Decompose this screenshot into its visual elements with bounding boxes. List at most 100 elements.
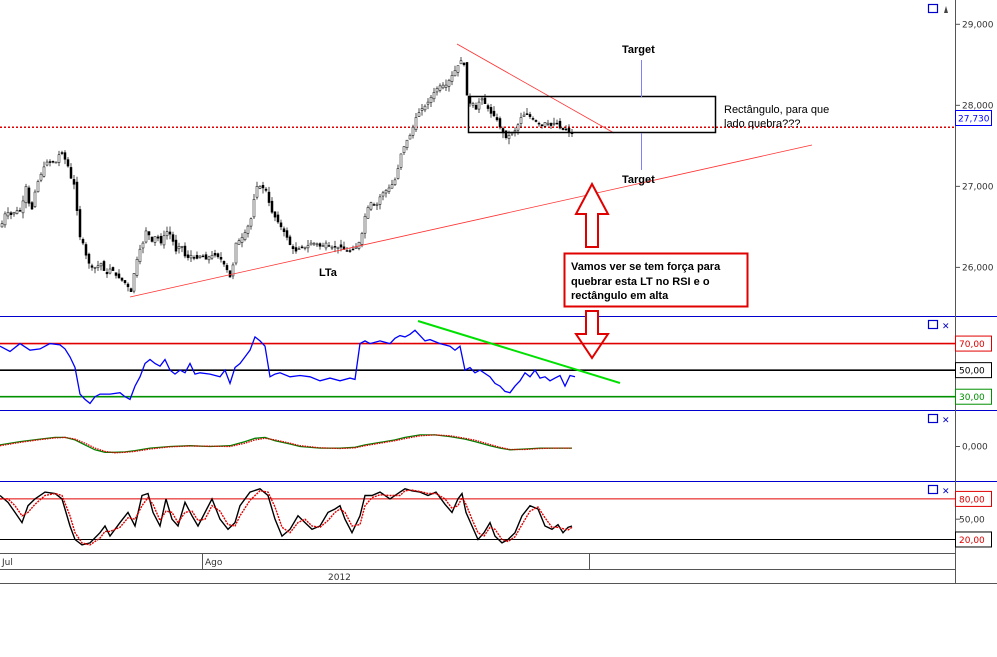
candle-body [306, 245, 310, 249]
stochastic-level-tag [955, 490, 992, 507]
candle-body [180, 246, 184, 248]
candle-body [546, 122, 550, 125]
up-arrow [574, 181, 610, 248]
candle-body [279, 222, 283, 228]
price-tick-label: 28,000 [962, 101, 994, 111]
maximize-icon[interactable] [927, 319, 939, 330]
candle-body [291, 246, 295, 249]
oscillator-series-green [0, 434, 572, 453]
candle-body [333, 246, 337, 248]
candle-body [243, 232, 247, 240]
candle-body [462, 62, 466, 66]
candle-body [540, 124, 544, 126]
candle-body [246, 225, 250, 234]
candle-body [186, 254, 190, 258]
target-bottom-label: Target [622, 174, 655, 186]
note-line1: Vamos ver se tem força para [571, 261, 721, 273]
candle-body [93, 267, 97, 269]
candle-body [336, 246, 340, 249]
candle-body [210, 254, 214, 259]
candle-body [288, 236, 292, 245]
candle-body [456, 65, 460, 73]
candle-body [450, 75, 454, 82]
candle-body [321, 245, 325, 247]
candle-body [63, 152, 67, 160]
candle-body [231, 264, 235, 277]
close-icon[interactable]: ✕ [942, 487, 950, 497]
close-icon[interactable]: ✕ [942, 322, 950, 332]
candle-body [87, 253, 91, 264]
candle-body [120, 277, 124, 281]
down-arrow [574, 310, 610, 360]
candle-body [339, 244, 343, 248]
candle-body [402, 146, 406, 153]
rsi-panel: 70,00 50,00 30,00 ✕ [0, 319, 992, 405]
maximize-icon[interactable] [927, 484, 939, 495]
x-year-label: 2012 [328, 573, 351, 583]
rsi-levels [0, 342, 955, 398]
rsi-level-tag [955, 362, 992, 379]
candle-body [327, 245, 331, 247]
candle-body [258, 186, 262, 189]
close-icon[interactable]: ✕ [942, 416, 950, 426]
candle-body [354, 246, 358, 249]
candle-body [528, 114, 532, 117]
candle-body [108, 268, 112, 274]
candle-body [150, 236, 154, 242]
x-label-jul: Jul [1, 558, 13, 568]
candle-body [372, 204, 376, 206]
candle-body [3, 213, 7, 226]
candle-body [204, 254, 208, 260]
candle-body [567, 127, 571, 133]
candle-body [240, 237, 244, 243]
candle-body [57, 154, 61, 163]
candle-body [309, 242, 313, 246]
candle-body [423, 105, 427, 111]
candle-body [384, 190, 388, 194]
candle-body [48, 161, 52, 163]
candle-body [525, 113, 529, 115]
bell-icon[interactable] [944, 6, 948, 13]
candle-body [153, 236, 157, 243]
candle-body [198, 255, 202, 258]
candle-body [9, 212, 13, 215]
candle-body [387, 187, 391, 192]
candle-body [201, 255, 205, 258]
candle-body [138, 248, 142, 262]
candle-body [162, 235, 166, 246]
candle-body [447, 79, 451, 87]
candle-body [144, 230, 148, 243]
candle-body [468, 96, 472, 104]
candle-body [357, 242, 361, 249]
candle-body [237, 240, 241, 245]
candle-body [30, 202, 34, 210]
maximize-icon[interactable] [927, 413, 939, 424]
candle-body [531, 118, 535, 120]
candle-body [135, 259, 139, 276]
candle-body [459, 60, 463, 65]
candle-body [219, 257, 223, 260]
target-top-label: Target [622, 44, 655, 56]
candle-body [132, 273, 136, 292]
candle-body [366, 207, 370, 219]
candle-body [558, 120, 562, 129]
current-price-label: 27,730 [958, 115, 990, 125]
candle-body [555, 122, 559, 125]
candle-body [513, 130, 517, 133]
candle-body [45, 161, 49, 166]
candle-body [147, 231, 151, 236]
maximize-icon[interactable] [927, 3, 939, 14]
candle-body [21, 200, 25, 214]
candle-body [189, 254, 193, 259]
current-price-tag [955, 110, 992, 126]
candle-body [393, 179, 397, 186]
candle-body [294, 247, 298, 252]
candle-body [411, 126, 415, 136]
candle-body [117, 273, 121, 279]
candle-body [486, 105, 490, 109]
candle-body [381, 192, 385, 197]
stochastic-panel: 80,00 50,00 20,00 ✕ [0, 484, 992, 548]
candle-body [363, 216, 367, 234]
candle-body [348, 250, 352, 252]
